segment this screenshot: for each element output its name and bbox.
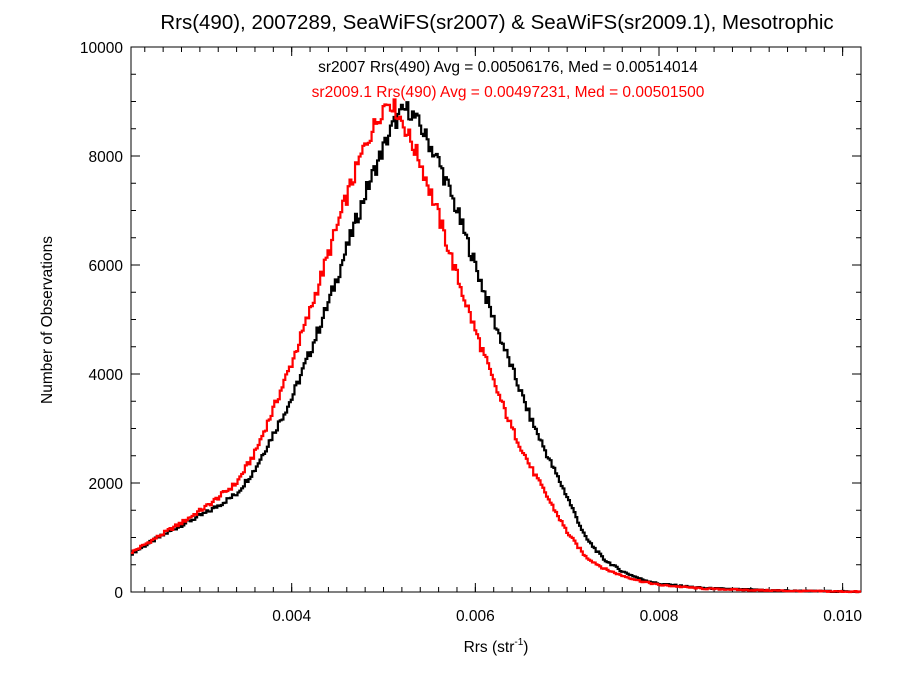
x-tick-label: 0.008 <box>640 608 679 625</box>
x-tick-label: 0.010 <box>823 608 862 625</box>
series-layer <box>131 98 862 594</box>
series-annotation-sr2009-1: sr2009.1 Rrs(490) Avg = 0.00497231, Med … <box>312 84 705 101</box>
series-line-sr2007 <box>131 101 862 594</box>
x-axis-label-close: ) <box>523 639 528 656</box>
x-axis-label-superscript: -1 <box>514 637 523 648</box>
plot-area <box>130 46 862 593</box>
plot-border <box>130 46 862 593</box>
y-tick-label: 10000 <box>80 40 123 57</box>
x-axis-label-main: Rrs (str <box>464 639 515 656</box>
y-tick-label: 0 <box>114 585 123 602</box>
x-axis-label: Rrs (str-1) <box>464 637 529 656</box>
y-axis-label: Number of Observations <box>39 236 56 404</box>
y-tick-label: 4000 <box>89 367 124 384</box>
series-annotation-sr2007: sr2007 Rrs(490) Avg = 0.00506176, Med = … <box>318 59 698 76</box>
y-tick-label: 6000 <box>89 258 124 275</box>
y-tick-label: 8000 <box>89 149 124 166</box>
x-tick-label: 0.006 <box>456 608 495 625</box>
series-line-sr2009-1 <box>131 98 862 594</box>
y-tick-label: 2000 <box>89 476 124 493</box>
axis-ticks <box>131 46 862 593</box>
chart-title: Rrs(490), 2007289, SeaWiFS(sr2007) & Sea… <box>160 11 833 34</box>
axis-tick-labels: 0.004 0.006 0.008 0.010 0 2000 4000 6000 8000 100… <box>80 40 863 625</box>
x-tick-label: 0.004 <box>272 608 311 625</box>
